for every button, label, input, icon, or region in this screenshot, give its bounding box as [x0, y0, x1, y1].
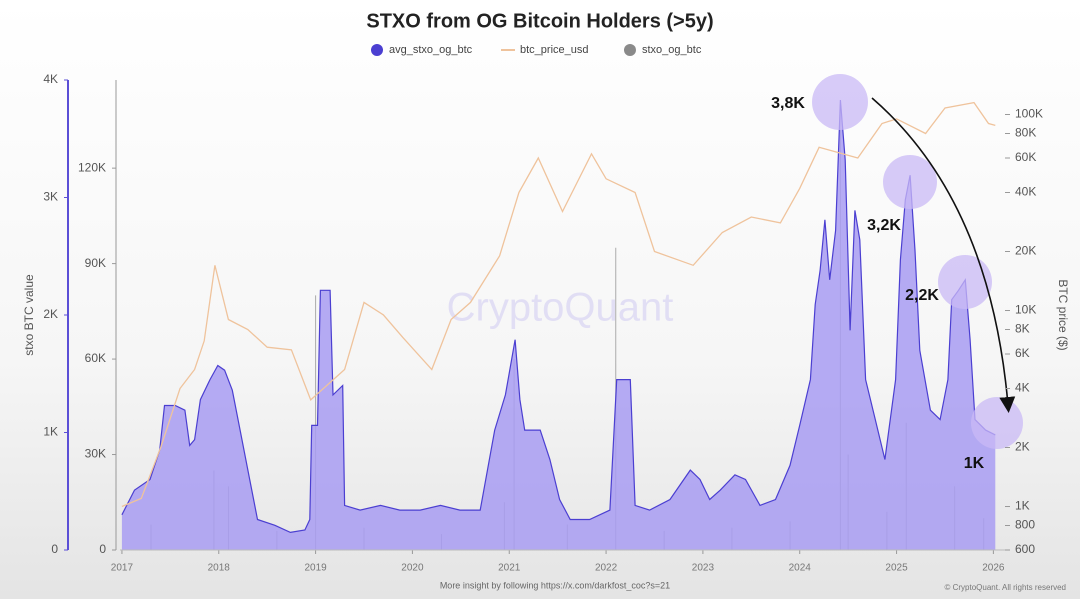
y-tick-label: 1K: [43, 425, 58, 439]
y2-tick-label: 10K: [1015, 303, 1036, 317]
y2-tick-label: 20K: [1015, 244, 1036, 258]
y2-tick-label: 600: [1015, 542, 1035, 556]
x-tick-label: 2019: [304, 563, 327, 574]
legend-label: stxo_og_btc: [642, 44, 702, 56]
y2-tick-label: 8K: [1015, 322, 1030, 336]
y2-tick-label: 2K: [1015, 440, 1030, 454]
y-tick-label: 4K: [43, 72, 58, 86]
area-line: [121, 99, 996, 534]
legend-label: btc_price_usd: [520, 44, 589, 56]
y3-tick-label: 120K: [78, 160, 106, 174]
annotations: 3,8K 3,2K 2,2K 1K: [771, 74, 1023, 472]
y3-tick-label: 0: [99, 542, 106, 556]
watermark: CryptoQuant: [447, 286, 674, 330]
annotation: 1K: [964, 455, 985, 472]
trend-arrow: [871, 97, 1016, 413]
x-tick-label: 2022: [595, 563, 618, 574]
x-tick-label: 2017: [111, 563, 134, 574]
highlight-circle: [938, 255, 992, 309]
area-fill: [121, 100, 996, 550]
y2-tick-label: 4K: [1015, 381, 1030, 395]
y-tick-label: 2K: [43, 307, 58, 321]
annotation: 2,2K: [905, 287, 939, 304]
highlight-circle: [883, 155, 937, 209]
y3-tick-label: 60K: [85, 351, 106, 365]
legend-swatch: [624, 44, 636, 56]
y-tick-label: 0: [51, 542, 58, 556]
y2-tick-label: 80K: [1015, 126, 1036, 140]
highlight-circle: [812, 74, 868, 130]
y2-tick-label: 60K: [1015, 150, 1036, 164]
x-tick-label: 2021: [498, 563, 521, 574]
x-tick-label: 2026: [982, 563, 1005, 574]
annotation: 3,8K: [771, 95, 805, 112]
y3-tick-label: 90K: [85, 256, 106, 270]
plot-area: [121, 99, 996, 550]
footer: More insight by following https://x.com/…: [440, 580, 670, 590]
annotation: 3,2K: [867, 217, 901, 234]
legend-swatch: [371, 44, 383, 56]
y2-tick-label: 800: [1015, 518, 1035, 532]
y3-tick-label: 30K: [85, 447, 106, 461]
x-tick-label: 2020: [401, 563, 424, 574]
y2-tick-label: 1K: [1015, 499, 1030, 513]
y-axis-title: stxo BTC value: [22, 274, 36, 356]
y2-axis-title: BTC price ($): [1056, 279, 1070, 350]
x-tick-label: 2024: [789, 563, 812, 574]
x-tick-label: 2018: [208, 563, 231, 574]
x-tick-label: 2025: [885, 563, 908, 574]
y2-tick-label: 100K: [1015, 107, 1043, 121]
price-line: [121, 101, 996, 508]
x-tick-label: 2023: [692, 563, 715, 574]
copyright: © CryptoQuant. All rights reserved: [945, 583, 1067, 592]
legend-label: avg_stxo_og_btc: [389, 44, 473, 56]
y-tick-label: 3K: [43, 190, 58, 204]
chart-title: STXO from OG Bitcoin Holders (>5y): [366, 10, 713, 32]
y2-tick-label: 40K: [1015, 185, 1036, 199]
y2-tick-label: 6K: [1015, 346, 1030, 360]
